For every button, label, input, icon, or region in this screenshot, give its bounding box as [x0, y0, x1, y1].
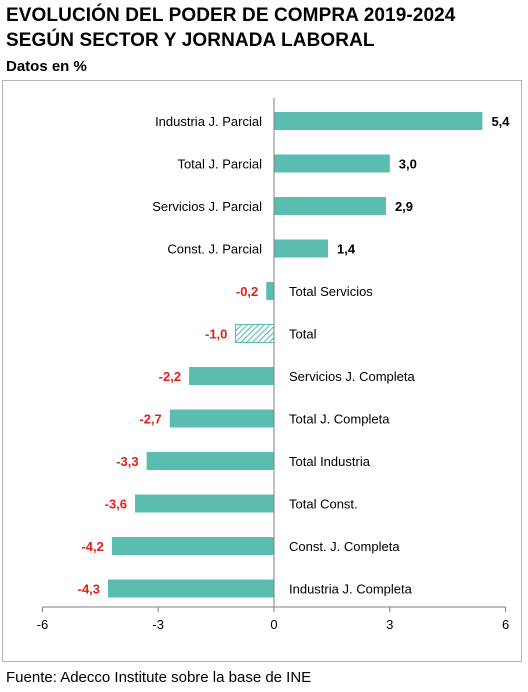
- x-tick-label-2: 0: [270, 617, 277, 632]
- category-label-10: Const. J. Completa: [289, 539, 400, 554]
- value-label-6: -2,2: [159, 369, 181, 384]
- x-tick-label-3: 3: [386, 617, 393, 632]
- chart-subtitle: Datos en %: [6, 58, 87, 75]
- value-label-3: 1,4: [337, 242, 356, 257]
- category-label-3: Const. J. Parcial: [167, 242, 262, 257]
- category-label-11: Industria J. Completa: [289, 582, 413, 597]
- source-note: Fuente: Adecco Institute sobre la base d…: [6, 669, 312, 686]
- x-tick-label-4: 6: [502, 617, 509, 632]
- x-axis: -6 -3 0 3 6: [37, 98, 509, 632]
- category-label-9: Total Const.: [289, 497, 358, 512]
- category-label-6: Servicios J. Completa: [289, 369, 415, 384]
- bar-9: [135, 494, 274, 513]
- value-label-9: -3,6: [105, 497, 127, 512]
- value-label-2: 2,9: [395, 199, 413, 214]
- x-tick-label-1: -3: [152, 617, 164, 632]
- bar-8: [146, 452, 274, 470]
- bar-5: [234, 324, 275, 343]
- value-label-7: -2,7: [139, 412, 161, 427]
- bar-0: [274, 112, 483, 130]
- chart-title: EVOLUCIÓN DEL PODER DE COMPRA 2019-2024 …: [6, 3, 455, 53]
- value-label-4: -0,2: [236, 284, 258, 299]
- bars-layer: [108, 112, 483, 598]
- value-label-5: -1,0: [205, 327, 227, 342]
- category-label-5: Total: [289, 327, 317, 342]
- bar-3: [274, 239, 329, 258]
- category-label-7: Total J. Completa: [289, 412, 390, 427]
- value-label-11: -4,3: [78, 582, 100, 597]
- value-label-8: -3,3: [116, 454, 138, 469]
- bar-1: [274, 154, 390, 173]
- category-label-1: Total J. Parcial: [177, 157, 262, 172]
- chart-frame: [2, 80, 522, 662]
- chart-title-line-2: SEGÚN SECTOR Y JORNADA LABORAL: [6, 30, 375, 51]
- category-label-4: Total Servicios: [289, 284, 373, 299]
- bar-11: [108, 579, 275, 598]
- bar-10: [111, 537, 274, 555]
- bar-4: [266, 282, 274, 300]
- bar-7: [169, 409, 274, 428]
- bar-6: [189, 367, 274, 385]
- value-label-1: 3,0: [399, 157, 417, 172]
- category-label-2: Servicios J. Parcial: [152, 199, 262, 214]
- category-label-8: Total Industria: [289, 454, 371, 469]
- value-label-0: 5,4: [491, 114, 510, 129]
- bar-2: [274, 197, 386, 215]
- value-label-10: -4,2: [81, 539, 103, 554]
- labels-layer: Industria J. Parcial 5,4 Total J. Parcial 3…: [78, 114, 511, 597]
- category-label-0: Industria J. Parcial: [155, 114, 262, 129]
- x-tick-label-0: -6: [37, 617, 49, 632]
- chart-title-line-1: EVOLUCIÓN DEL PODER DE COMPRA 2019-2024: [6, 5, 456, 26]
